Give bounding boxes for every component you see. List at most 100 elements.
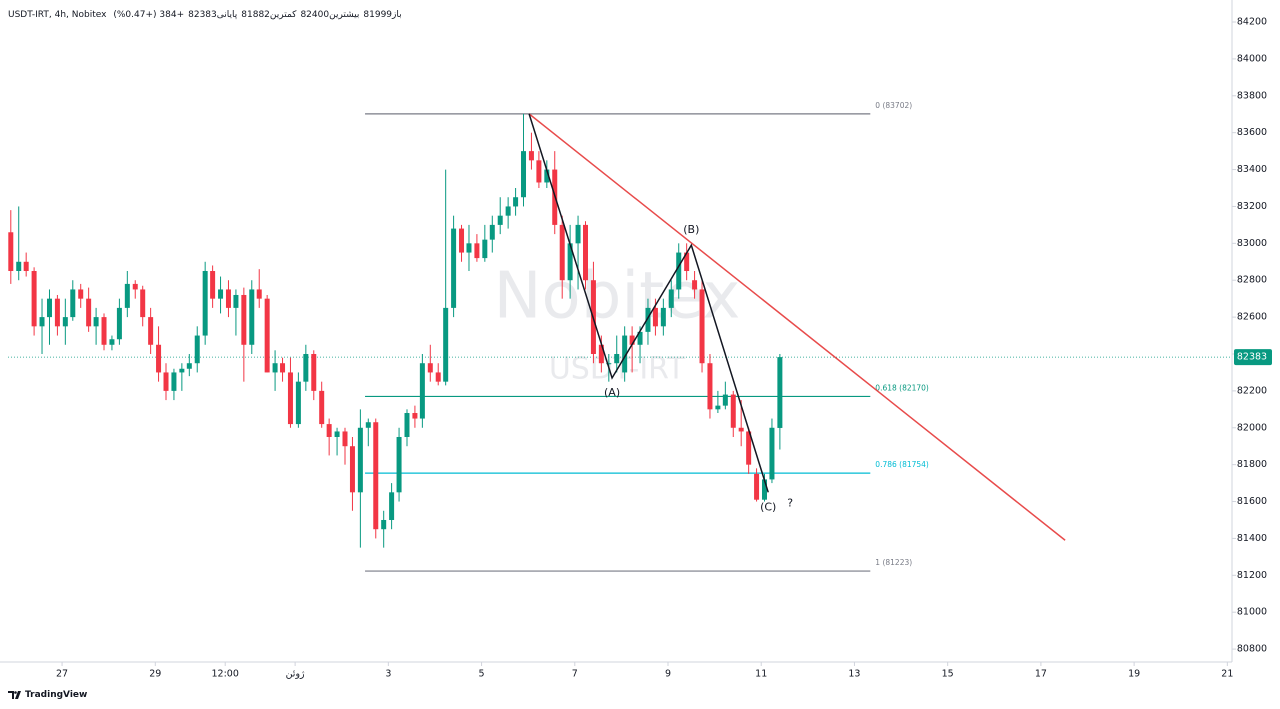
candle-body bbox=[349, 446, 355, 493]
legend-item: +384 (+0.47%) bbox=[113, 10, 185, 20]
candle-body bbox=[544, 169, 550, 183]
candle-body bbox=[202, 271, 208, 336]
candle-body bbox=[241, 294, 247, 345]
candle-body bbox=[101, 317, 107, 345]
candle-body bbox=[86, 298, 92, 327]
candle-body bbox=[412, 413, 418, 419]
candle-body bbox=[295, 381, 301, 425]
candle-body bbox=[389, 492, 395, 520]
candle-body bbox=[660, 307, 666, 327]
wave-label: (C) bbox=[760, 500, 776, 513]
candle-body bbox=[171, 372, 177, 391]
candle-body bbox=[614, 353, 620, 364]
candle-body bbox=[148, 317, 154, 345]
x-tick-label: 15 bbox=[942, 669, 954, 680]
legend-item: پایانی82383 bbox=[188, 10, 238, 20]
candle-body bbox=[652, 307, 658, 327]
candle-body bbox=[334, 431, 340, 437]
y-tick-label: 82000 bbox=[1237, 422, 1267, 433]
candle-body bbox=[427, 363, 433, 373]
candle-body bbox=[303, 353, 309, 382]
candle-body bbox=[179, 368, 185, 373]
wave-label: (B) bbox=[683, 223, 699, 236]
y-tick-label: 82800 bbox=[1237, 275, 1267, 286]
candle-body bbox=[754, 473, 760, 500]
last-price-box bbox=[1234, 349, 1272, 366]
candle-body bbox=[637, 331, 643, 345]
candle-body bbox=[396, 436, 402, 493]
candle-body bbox=[435, 372, 441, 382]
fib-label: 0.786 (81754) bbox=[875, 460, 929, 469]
candle-body bbox=[39, 317, 45, 327]
y-tick-label: 83000 bbox=[1237, 238, 1267, 249]
candle-body bbox=[738, 427, 744, 432]
candle-body bbox=[218, 289, 224, 299]
candle-body bbox=[606, 363, 612, 365]
candle-body bbox=[163, 372, 169, 391]
logo bbox=[8, 691, 21, 699]
candle-body bbox=[513, 197, 519, 207]
footer: TradingView bbox=[8, 690, 87, 700]
candle-body bbox=[8, 232, 14, 272]
candle-body bbox=[645, 307, 651, 332]
y-tick-label: 82200 bbox=[1237, 385, 1267, 396]
fib-label: 1 (81223) bbox=[875, 558, 912, 567]
x-tick-label: ژوئن bbox=[286, 669, 305, 680]
candle-body bbox=[536, 160, 542, 183]
trend-line bbox=[528, 113, 1066, 541]
candle-body bbox=[78, 289, 84, 299]
candle-body bbox=[194, 335, 200, 364]
candle-body bbox=[373, 422, 379, 530]
x-tick-label: 12:00 bbox=[212, 669, 239, 680]
candle-body bbox=[272, 363, 278, 373]
y-tick-label: 81600 bbox=[1237, 496, 1267, 507]
annotation: ? bbox=[787, 496, 793, 509]
x-tick-label: 13 bbox=[848, 669, 860, 680]
candle-body bbox=[280, 363, 286, 373]
x-tick-label: 19 bbox=[1128, 669, 1140, 680]
candle-body bbox=[676, 252, 682, 290]
candle-body bbox=[365, 422, 371, 428]
candle-body bbox=[505, 206, 511, 216]
x-tick-label: 7 bbox=[572, 669, 578, 680]
candle-body bbox=[256, 289, 262, 299]
candle-body bbox=[249, 289, 255, 345]
fib-label: 0.618 (82170) bbox=[875, 383, 929, 392]
candle-body bbox=[521, 151, 527, 198]
y-tick-label: 81800 bbox=[1237, 459, 1267, 470]
wave-line bbox=[528, 113, 769, 493]
candle-body bbox=[598, 344, 604, 364]
candle-body bbox=[16, 261, 22, 272]
candle-body bbox=[319, 390, 325, 425]
candle-body bbox=[342, 431, 348, 447]
candle-body bbox=[443, 307, 449, 382]
candle-body bbox=[264, 298, 270, 373]
candle-body bbox=[451, 228, 457, 308]
candle-body bbox=[459, 228, 465, 253]
x-tick-label: 9 bbox=[665, 669, 671, 680]
symbol-title: USDT-IRT, 4h, Nobitex bbox=[8, 10, 107, 20]
candle-body bbox=[746, 431, 752, 465]
candle-body bbox=[311, 353, 317, 391]
last-price-label: 82383 bbox=[1237, 352, 1267, 363]
legend-item: باز81999 bbox=[363, 10, 402, 20]
x-tick-label: 11 bbox=[755, 669, 767, 680]
y-tick-label: 82600 bbox=[1237, 312, 1267, 323]
candle-body bbox=[46, 298, 52, 318]
candle-body bbox=[668, 289, 674, 308]
candle-body bbox=[715, 405, 721, 410]
fib-label: 0 (83702) bbox=[875, 101, 912, 110]
candle-body bbox=[559, 224, 565, 281]
legend-item: بیشترین82400 bbox=[300, 10, 360, 20]
candle-body bbox=[761, 479, 767, 500]
candle-body bbox=[583, 224, 589, 281]
wave-label: (A) bbox=[604, 386, 620, 399]
candle-body bbox=[210, 271, 216, 299]
candle-body bbox=[404, 413, 410, 437]
candle-body bbox=[777, 357, 783, 428]
candle-body bbox=[109, 339, 115, 345]
x-tick-label: 21 bbox=[1221, 669, 1233, 680]
candle-body bbox=[93, 317, 99, 327]
y-tick-label: 83400 bbox=[1237, 164, 1267, 175]
